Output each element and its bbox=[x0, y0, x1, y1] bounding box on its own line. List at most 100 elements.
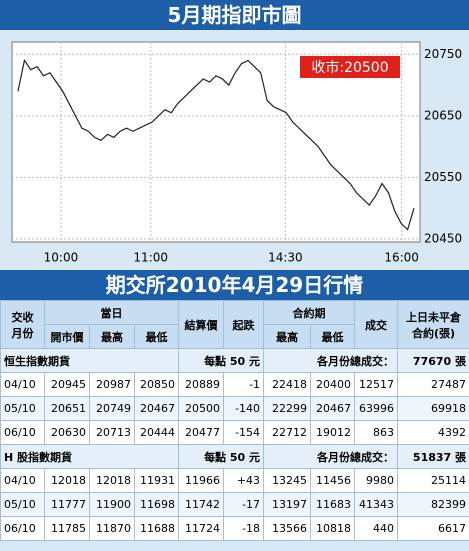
cell: 69918 bbox=[397, 396, 469, 421]
header-text: 合約(張) bbox=[412, 326, 456, 340]
cell: 05/10 bbox=[0, 396, 45, 421]
cell: 82399 bbox=[397, 492, 469, 517]
cell: 04/10 bbox=[0, 372, 45, 397]
table-row: 05/10 20651 20749 20467 20500 -140 22299 20467 6… bbox=[0, 396, 469, 421]
cell: 20467 bbox=[310, 396, 356, 421]
header-cell: 合約期 bbox=[263, 300, 356, 325]
cell: 11724 bbox=[178, 516, 225, 541]
table-row: 開市價 最高 最低 最高 最低 bbox=[1, 324, 469, 349]
annotation: 收市:20500 bbox=[311, 59, 388, 76]
x-tick-label: 16:00 bbox=[384, 251, 419, 265]
chart-title: 5月期指即市圖 bbox=[0, 0, 469, 30]
table-row: 06/10 11785 11870 11688 11724 -18 13566 10818 44… bbox=[0, 516, 469, 541]
cell: 11966 bbox=[178, 468, 225, 493]
cell: 41343 bbox=[354, 492, 399, 517]
cell: 20651 bbox=[44, 396, 90, 421]
cell: 27487 bbox=[397, 372, 469, 397]
cell: 20467 bbox=[133, 396, 180, 421]
cell: -154 bbox=[223, 420, 265, 445]
cell: 11870 bbox=[89, 516, 135, 541]
cell: 20400 bbox=[310, 372, 356, 397]
section-name: H 股指數期貨 bbox=[0, 444, 180, 469]
section-unit: 每點 50 元 bbox=[178, 348, 265, 373]
table-row: 交收 月份 當日 結算價 起跌 合約期 成交 上日未平倉 合約(張) bbox=[0, 300, 469, 349]
cell: 11688 bbox=[133, 516, 180, 541]
section-unit: 每點 50 元 bbox=[178, 444, 265, 469]
section-total-label: 各月份總成交： bbox=[263, 348, 399, 373]
header-cell: 最高 bbox=[89, 324, 135, 349]
cell: 20945 bbox=[44, 372, 90, 397]
cell: 63996 bbox=[354, 396, 399, 421]
cell: 20477 bbox=[178, 420, 225, 445]
cell: 22712 bbox=[263, 420, 312, 445]
cell: 4392 bbox=[397, 420, 469, 445]
table-row: 05/10 11777 11900 11698 11742 -17 13197 11683 41… bbox=[0, 492, 469, 517]
y-tick-label: 20450 bbox=[424, 231, 462, 245]
x-tick-label: 10:00 bbox=[44, 251, 79, 265]
table-row: 04/10 12018 12018 11931 11966 +43 13245 11456 99… bbox=[0, 468, 469, 493]
section-name: 恒生指數期貨 bbox=[0, 348, 180, 373]
cell: 11900 bbox=[89, 492, 135, 517]
section-total-label: 各月份總成交： bbox=[263, 444, 399, 469]
cell: 6617 bbox=[397, 516, 469, 541]
cell: 10818 bbox=[310, 516, 356, 541]
cell: -1 bbox=[223, 372, 265, 397]
cell: 440 bbox=[354, 516, 399, 541]
x-tick-label: 14:30 bbox=[268, 251, 303, 265]
cell: 11785 bbox=[44, 516, 90, 541]
header-cell: 結算價 bbox=[178, 300, 225, 349]
cell: 20630 bbox=[44, 420, 90, 445]
table-title: 期交所2010年4月29日行情 bbox=[0, 270, 469, 300]
y-tick-label: 20650 bbox=[424, 108, 462, 122]
cell: 19012 bbox=[310, 420, 356, 445]
cell: 25114 bbox=[397, 468, 469, 493]
cell: -140 bbox=[223, 396, 265, 421]
cell: 22299 bbox=[263, 396, 312, 421]
cell: 11683 bbox=[310, 492, 356, 517]
cell: 13566 bbox=[263, 516, 312, 541]
cell: 9980 bbox=[354, 468, 399, 493]
cell: 11698 bbox=[133, 492, 180, 517]
cell: 06/10 bbox=[0, 516, 45, 541]
table-row: H 股指數期貨 每點 50 元各月份總成交： 51837 張 bbox=[0, 444, 469, 469]
header-cell: 當日 bbox=[43, 300, 180, 325]
cell: 13197 bbox=[263, 492, 312, 517]
cell: 863 bbox=[354, 420, 399, 445]
header-cell: 最低 bbox=[133, 324, 180, 349]
cell: 12018 bbox=[44, 468, 90, 493]
header-cell: 交收 月份 bbox=[0, 300, 45, 349]
cell: 20850 bbox=[133, 372, 180, 397]
header-cell: 最低 bbox=[310, 324, 356, 349]
table-row: 06/10 20630 20713 20444 20477 -154 22712 19012 8… bbox=[0, 420, 469, 445]
y-tick-label: 20550 bbox=[424, 170, 462, 184]
price-line bbox=[17, 58, 415, 231]
cell: 20713 bbox=[89, 420, 135, 445]
table-row: 恒生指數期貨 每點 50 元各月份總成交： 77670 張 bbox=[0, 348, 469, 373]
cell: 20444 bbox=[133, 420, 180, 445]
cell: 20889 bbox=[178, 372, 225, 397]
header-cell: 最高 bbox=[263, 324, 312, 349]
cell: 11931 bbox=[133, 468, 180, 493]
chart: 20450 20550 20650 20750 10:00 11:00 14:30 16:00… bbox=[11, 41, 462, 265]
cell: 12018 bbox=[89, 468, 135, 493]
cell: 20500 bbox=[178, 396, 225, 421]
x-tick-label: 11:00 bbox=[133, 251, 168, 265]
cell: +43 bbox=[223, 468, 265, 493]
cell: 13245 bbox=[263, 468, 312, 493]
quote-table: 交收 月份 當日 結算價 起跌 合約期 成交 上日未平倉 合約(張) 開市價 最高 最低 最高 最低 恒生指… bbox=[0, 300, 469, 541]
y-tick-label: 20750 bbox=[424, 47, 462, 61]
header-cell: 起跌 bbox=[223, 300, 265, 349]
cell: 20987 bbox=[89, 372, 135, 397]
cell: 11456 bbox=[310, 468, 356, 493]
header-text: 交收 bbox=[11, 310, 34, 324]
section-total: 51837 張 bbox=[397, 444, 469, 469]
cell: 11777 bbox=[44, 492, 90, 517]
cell: 11742 bbox=[178, 492, 225, 517]
cell: 05/10 bbox=[0, 492, 45, 517]
cell: 20749 bbox=[89, 396, 135, 421]
header-text: 上日未平倉 bbox=[406, 310, 462, 324]
cell: 12517 bbox=[354, 372, 399, 397]
header-text: 月份 bbox=[11, 326, 34, 340]
header-cell: 開市價 bbox=[44, 324, 90, 349]
cell: 06/10 bbox=[0, 420, 45, 445]
